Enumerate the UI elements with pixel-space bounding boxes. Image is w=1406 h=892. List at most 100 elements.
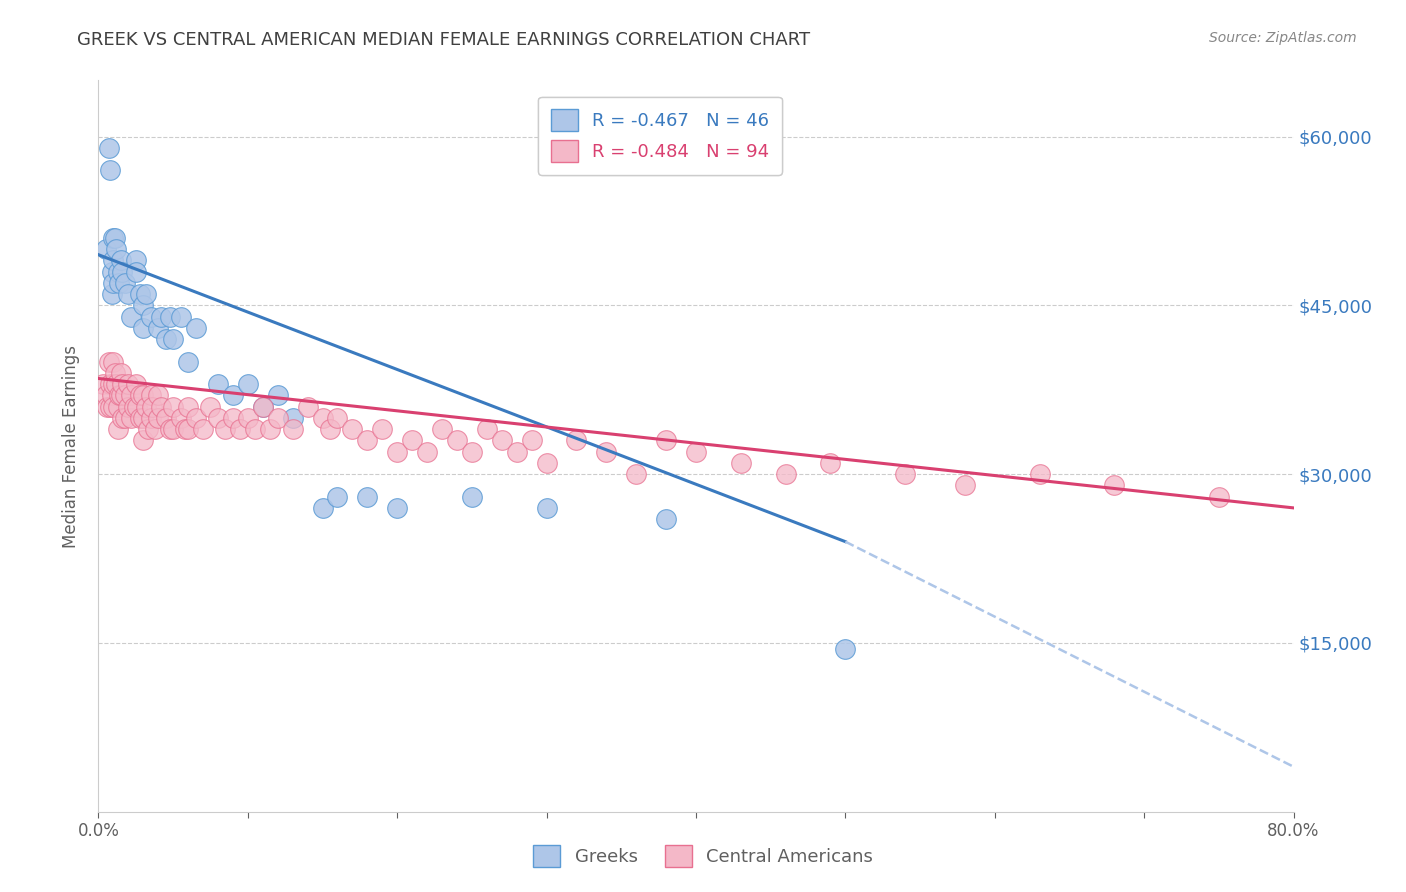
Point bbox=[103, 400, 125, 414]
Point bbox=[177, 400, 200, 414]
Point bbox=[132, 434, 155, 448]
Point bbox=[595, 444, 617, 458]
Point bbox=[159, 422, 181, 436]
Point bbox=[114, 410, 136, 425]
Point bbox=[96, 400, 118, 414]
Point bbox=[143, 422, 166, 436]
Point bbox=[401, 434, 423, 448]
Point bbox=[461, 444, 484, 458]
Point bbox=[245, 422, 267, 436]
Point bbox=[155, 410, 177, 425]
Point bbox=[117, 287, 139, 301]
Point bbox=[129, 410, 152, 425]
Point bbox=[281, 410, 304, 425]
Point bbox=[98, 163, 122, 178]
Point bbox=[125, 253, 148, 268]
Point bbox=[311, 410, 333, 425]
Point bbox=[820, 456, 842, 470]
Point bbox=[356, 434, 378, 448]
Point bbox=[222, 410, 245, 425]
Point bbox=[111, 264, 134, 278]
Point bbox=[169, 310, 191, 324]
Point bbox=[97, 354, 120, 368]
Point bbox=[430, 422, 453, 436]
Point bbox=[91, 377, 114, 392]
Point bbox=[252, 400, 274, 414]
Point bbox=[110, 366, 132, 380]
Point bbox=[139, 388, 162, 402]
Point bbox=[730, 456, 752, 470]
Point bbox=[1104, 478, 1126, 492]
Point bbox=[124, 400, 146, 414]
Legend: R = -0.467   N = 46, R = -0.484   N = 94: R = -0.467 N = 46, R = -0.484 N = 94 bbox=[538, 96, 782, 175]
Point bbox=[894, 467, 917, 482]
Point bbox=[655, 434, 678, 448]
Point bbox=[110, 253, 132, 268]
Point bbox=[214, 422, 236, 436]
Point bbox=[141, 400, 163, 414]
Point bbox=[139, 310, 162, 324]
Point bbox=[108, 276, 131, 290]
Point bbox=[775, 467, 797, 482]
Point bbox=[297, 400, 319, 414]
Point bbox=[267, 410, 290, 425]
Point bbox=[97, 141, 120, 155]
Point bbox=[506, 444, 529, 458]
Point bbox=[148, 410, 170, 425]
Point bbox=[385, 444, 409, 458]
Point bbox=[129, 287, 152, 301]
Point bbox=[136, 422, 159, 436]
Point bbox=[135, 287, 157, 301]
Point bbox=[104, 231, 127, 245]
Point bbox=[229, 422, 252, 436]
Point bbox=[107, 400, 129, 414]
Point bbox=[685, 444, 707, 458]
Point bbox=[184, 321, 207, 335]
Point bbox=[319, 422, 342, 436]
Point bbox=[104, 366, 127, 380]
Point bbox=[110, 388, 132, 402]
Point bbox=[342, 422, 364, 436]
Point bbox=[1028, 467, 1050, 482]
Point bbox=[252, 400, 274, 414]
Point bbox=[159, 310, 181, 324]
Point bbox=[475, 422, 498, 436]
Point bbox=[127, 400, 149, 414]
Point bbox=[565, 434, 588, 448]
Point bbox=[101, 287, 124, 301]
Point bbox=[177, 422, 200, 436]
Point bbox=[148, 388, 170, 402]
Point bbox=[117, 377, 139, 392]
Point bbox=[125, 377, 148, 392]
Point bbox=[132, 410, 155, 425]
Point bbox=[416, 444, 439, 458]
Point bbox=[107, 422, 129, 436]
Point bbox=[311, 500, 333, 515]
Point bbox=[162, 422, 184, 436]
Point bbox=[132, 298, 155, 312]
Point bbox=[150, 400, 173, 414]
Point bbox=[120, 310, 142, 324]
Point bbox=[117, 400, 139, 414]
Point bbox=[207, 410, 229, 425]
Point bbox=[101, 388, 124, 402]
Point bbox=[125, 264, 148, 278]
Point bbox=[174, 422, 197, 436]
Point bbox=[200, 400, 222, 414]
Point bbox=[114, 276, 136, 290]
Point bbox=[222, 388, 245, 402]
Point bbox=[132, 388, 155, 402]
Legend: Greeks, Central Americans: Greeks, Central Americans bbox=[526, 838, 880, 874]
Point bbox=[111, 410, 134, 425]
Point bbox=[111, 377, 134, 392]
Point bbox=[1208, 490, 1230, 504]
Point bbox=[139, 410, 162, 425]
Point bbox=[103, 276, 125, 290]
Text: GREEK VS CENTRAL AMERICAN MEDIAN FEMALE EARNINGS CORRELATION CHART: GREEK VS CENTRAL AMERICAN MEDIAN FEMALE … bbox=[77, 31, 810, 49]
Point bbox=[259, 422, 281, 436]
Point bbox=[148, 321, 170, 335]
Point bbox=[103, 253, 125, 268]
Point bbox=[267, 388, 290, 402]
Point bbox=[326, 410, 349, 425]
Point bbox=[98, 377, 122, 392]
